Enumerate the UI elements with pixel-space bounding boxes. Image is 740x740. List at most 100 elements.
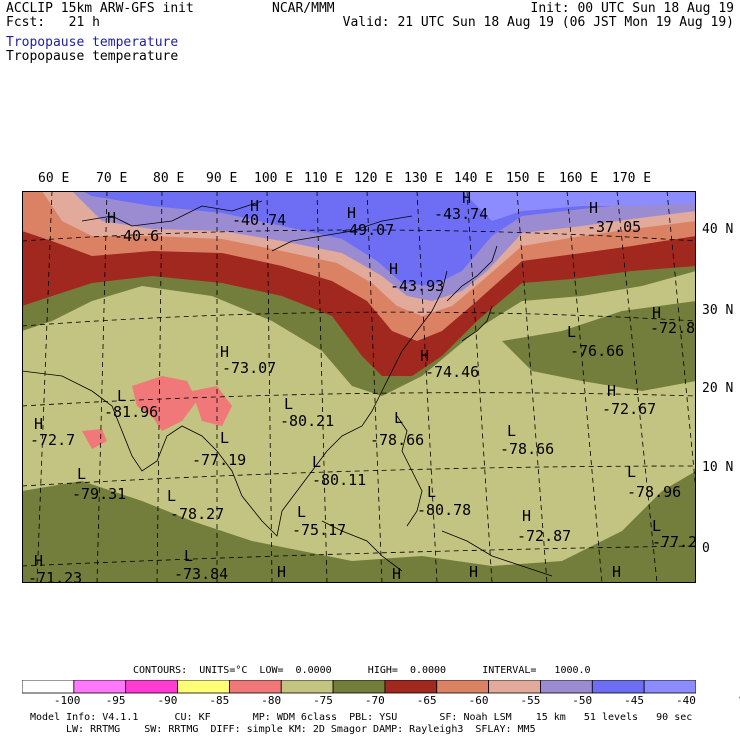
- colorbar: [22, 680, 696, 694]
- lat-label: 10 N: [702, 460, 734, 475]
- extremum-letter: H: [420, 347, 429, 365]
- extremum-value: -77.2: [652, 533, 696, 551]
- extremum-letter: L: [77, 465, 86, 483]
- extremum-value: -78.66: [500, 440, 554, 458]
- extremum-value: -37.05: [587, 218, 641, 236]
- colorbar-label: -65: [416, 694, 437, 707]
- lat-label: 20 N: [702, 381, 734, 396]
- extremum-letter: L: [507, 422, 516, 440]
- map-canvas: H -40.6 H -40.74 H -49.07 H -43.74 H -37…: [22, 191, 696, 583]
- extremum-letter: H: [34, 415, 43, 433]
- colorbar-label: -70: [364, 694, 385, 707]
- extremum-letter: H: [462, 191, 471, 207]
- cold-spot: [132, 376, 197, 431]
- extremum-value: -43.93: [390, 277, 444, 295]
- extremum-letter: H: [392, 565, 401, 583]
- extremum-value: -43.74: [434, 205, 488, 223]
- lon-label: 60 E: [38, 171, 70, 186]
- extremum-letter: H: [589, 199, 598, 217]
- extremum-value: -78.66: [370, 431, 424, 449]
- extremum-letter: H: [107, 209, 116, 227]
- lon-label: 80 E: [153, 171, 185, 186]
- extremum-letter: H: [220, 343, 229, 361]
- extremum-letter: L: [567, 323, 576, 341]
- lon-label: 170 E: [612, 171, 652, 186]
- center-label: NCAR/MMM: [272, 1, 335, 16]
- band-dark-olive-sw: [22, 471, 696, 583]
- coastlines: [22, 200, 553, 577]
- lon-label: 110 E: [304, 171, 344, 186]
- colorbar-cell: [540, 680, 593, 694]
- colorbar-cell: [643, 680, 696, 694]
- colorbar-cell: [280, 680, 334, 694]
- extremum-value: -81.96: [104, 403, 158, 421]
- extremum-letter: L: [427, 483, 436, 501]
- extremum-letter: L: [652, 517, 661, 535]
- extremum-value: -77.19: [192, 451, 246, 469]
- lon-label: 130 E: [404, 171, 444, 186]
- colorbar-label: -90: [157, 694, 178, 707]
- lon-label: 140 E: [454, 171, 494, 186]
- lat-label: 0: [702, 541, 710, 556]
- extremum-value: -72.67: [602, 400, 656, 418]
- colorbar-label: -80: [261, 694, 282, 707]
- colorbar-cell: [488, 680, 541, 694]
- extremum-letter: L: [167, 487, 176, 505]
- extremum-letter: H: [250, 197, 259, 215]
- extremum-value: -78.96: [627, 483, 681, 501]
- lon-label: 150 E: [506, 171, 546, 186]
- field-title-black: Tropopause temperature: [6, 49, 179, 64]
- contour-info: CONTOURS: UNITS=°C LOW= 0.0000 HIGH= 0.0…: [133, 665, 591, 676]
- extremum-letter: L: [117, 387, 126, 405]
- band-dark-olive-east: [502, 301, 696, 391]
- colorbar-label: -40: [676, 694, 696, 707]
- extremum-letter: L: [312, 453, 321, 471]
- colorbar-cell: [177, 680, 230, 694]
- extremum-value: -78.27: [170, 505, 224, 523]
- extremum-value: -76.66: [570, 342, 624, 360]
- extremum-value: -73.07: [222, 359, 276, 377]
- extremum-letter: H: [34, 552, 43, 570]
- model-info-line1: Model Info: V4.1.1 CU: KF MP: WDM 6class…: [30, 712, 693, 723]
- colorbar-label: -45: [624, 694, 645, 707]
- extremum-value: -72.8: [650, 319, 695, 337]
- extremum-value: -71.23: [28, 569, 82, 583]
- extremum-letter: H: [607, 382, 616, 400]
- colorbar-label: -50: [572, 694, 593, 707]
- extremum-value: -40.6: [114, 227, 159, 245]
- lon-label: 100 E: [254, 171, 294, 186]
- colorbar-cell: [73, 680, 127, 694]
- extremum-letter: H: [389, 260, 398, 278]
- extremum-letter: H: [612, 563, 621, 581]
- extremum-letter: L: [184, 547, 193, 565]
- field-title-blue: Tropopause temperature: [6, 35, 179, 50]
- colorbar-cell: [591, 680, 645, 694]
- colorbar-label: -60: [468, 694, 489, 707]
- extremum-value: -75.17: [292, 521, 346, 539]
- extremum-value: -80.11: [312, 471, 366, 489]
- time-info: Init: 00 UTC Sun 18 Aug 19 Valid: 21 UTC…: [342, 1, 734, 30]
- extremum-letter: L: [220, 429, 229, 447]
- colorbar-cell: [384, 680, 438, 694]
- extremum-letter: H: [469, 563, 478, 581]
- extremum-value: -40.74: [232, 211, 286, 229]
- lon-label: 160 E: [559, 171, 599, 186]
- lon-label: 90 E: [206, 171, 238, 186]
- lon-label: 70 E: [96, 171, 128, 186]
- graticule: [22, 191, 696, 583]
- colorbar-cell: [436, 680, 490, 694]
- extremum-value: -49.07: [340, 221, 394, 239]
- extremum-value: -80.78: [417, 501, 471, 519]
- model-title: ACCLIP 15km ARW-GFS init Fcst: 21 h: [6, 1, 194, 30]
- colorbar-cell: [332, 680, 386, 694]
- extremum-letter: H: [347, 204, 356, 222]
- colorbar-label: -100: [53, 694, 81, 707]
- band-blue: [82, 191, 696, 286]
- extremum-letter: L: [297, 503, 306, 521]
- extremum-letter: L: [627, 463, 636, 481]
- map-panel: H -40.6 H -40.74 H -49.07 H -43.74 H -37…: [22, 191, 696, 583]
- colorbar-label: -55: [520, 694, 541, 707]
- extremum-letter: L: [394, 409, 403, 427]
- cold-spot: [192, 386, 232, 426]
- lat-label: 30 N: [702, 303, 734, 318]
